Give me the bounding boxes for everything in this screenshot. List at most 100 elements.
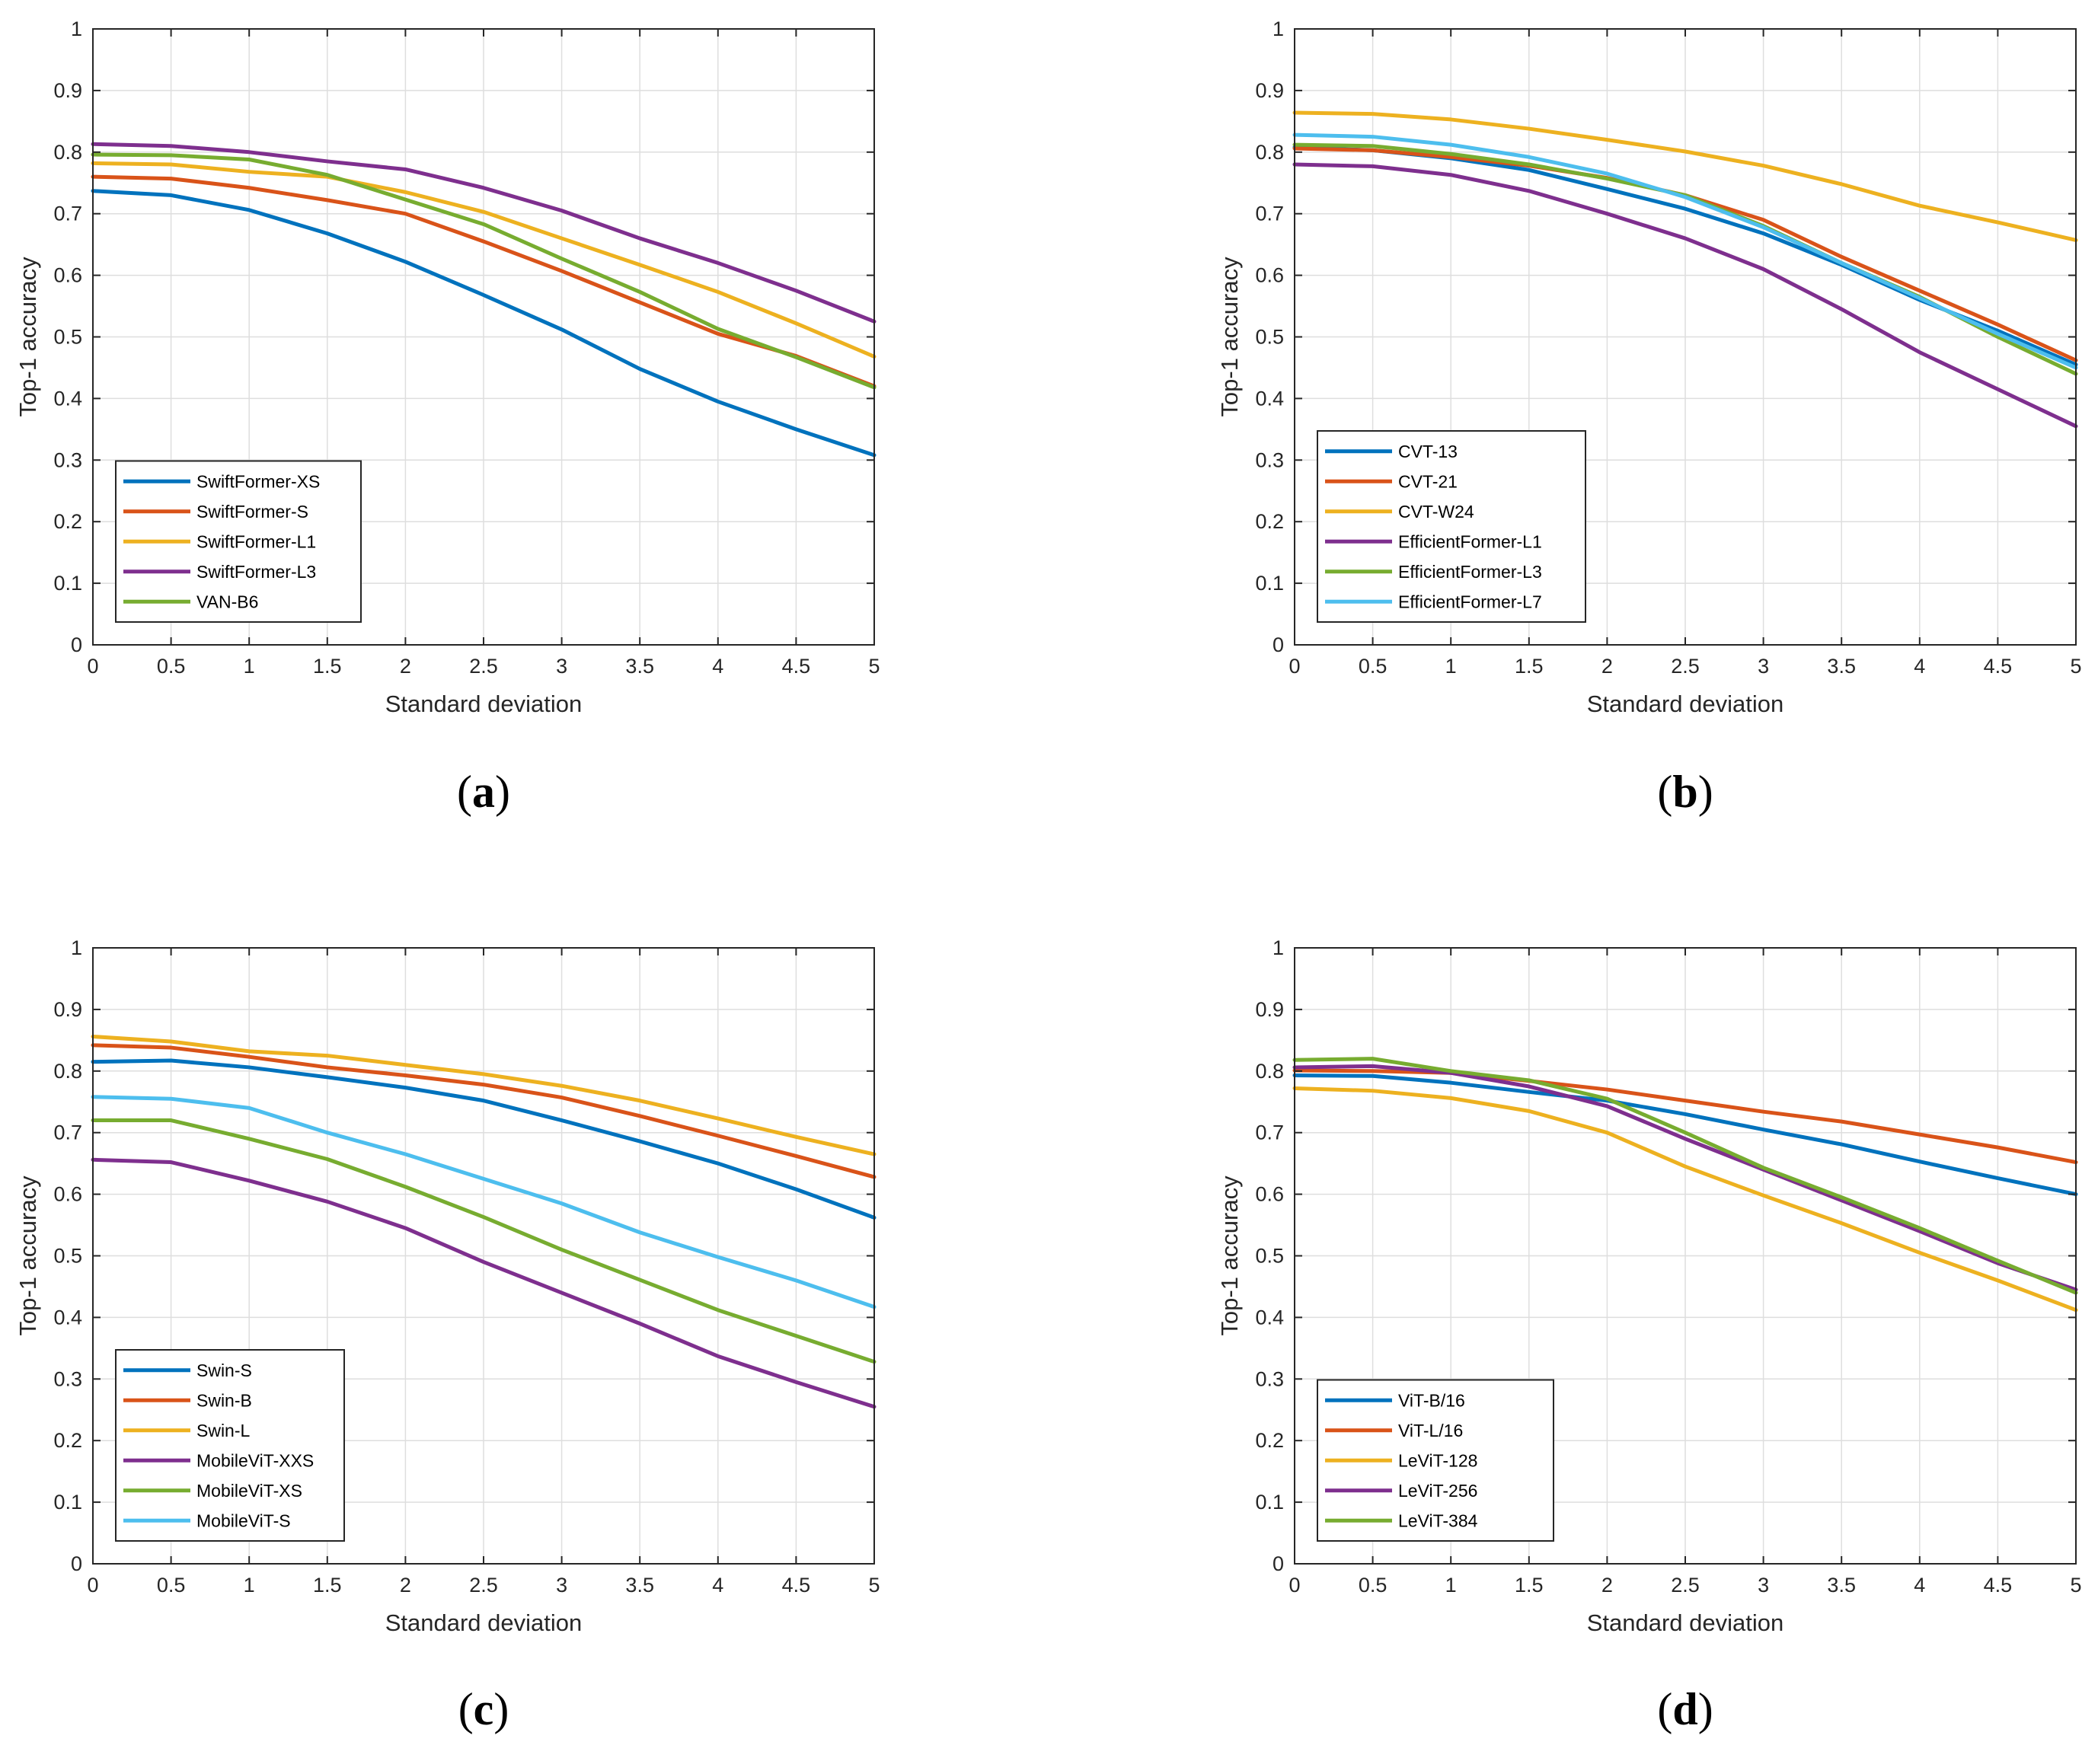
y-tick-label: 0 bbox=[1273, 1552, 1284, 1575]
x-tick-label: 2.5 bbox=[469, 655, 498, 678]
y-tick-label: 0.5 bbox=[53, 326, 82, 349]
y-tick-label: 0.8 bbox=[1255, 1060, 1284, 1083]
x-tick-label: 4.5 bbox=[782, 655, 811, 678]
y-tick-label: 0.2 bbox=[53, 510, 82, 533]
subfigure-caption: (a) bbox=[457, 767, 510, 817]
x-tick-label: 1 bbox=[244, 1574, 255, 1597]
x-tick-label: 5 bbox=[868, 655, 880, 678]
x-axis-label: Standard deviation bbox=[385, 1609, 583, 1636]
y-tick-label: 1 bbox=[71, 18, 82, 40]
x-tick-label: 1.5 bbox=[313, 655, 342, 678]
x-tick-label: 2.5 bbox=[1671, 655, 1700, 678]
legend-box bbox=[1317, 430, 1586, 623]
y-tick-label: 1 bbox=[1273, 18, 1284, 40]
x-tick-label: 3.5 bbox=[1827, 655, 1856, 678]
y-axis-label: Top-1 accuracy bbox=[14, 1175, 41, 1336]
x-tick-label: 1 bbox=[244, 655, 255, 678]
series-line-1 bbox=[91, 174, 877, 388]
x-tick-label: 4.5 bbox=[782, 1574, 811, 1597]
y-tick-label: 0.1 bbox=[53, 1491, 82, 1514]
subplot-b: 0 0.5 1 1.5 2 2.5 3 3.5 4 4.5 5 0 0.1 0.2 0.3 0.4 0.5 0.6… bbox=[1216, 18, 2082, 817]
x-axis-label: Standard deviation bbox=[385, 691, 583, 717]
legend-label: Swin-B bbox=[196, 1390, 252, 1410]
x-tick-label: 4 bbox=[712, 1574, 723, 1597]
x-tick-label: 2.5 bbox=[469, 1574, 498, 1597]
x-tick-label: 2 bbox=[1601, 1574, 1613, 1597]
x-tick-label: 1.5 bbox=[313, 1574, 342, 1597]
x-tick-label: 1.5 bbox=[1515, 1574, 1544, 1597]
y-axis: 0 0.1 0.2 0.3 0.4 0.5 0.6 0.7 0.8 0.9 1 bbox=[1255, 18, 2076, 656]
caption-close: ) bbox=[1698, 767, 1713, 817]
subplot-d: 0 0.5 1 1.5 2 2.5 3 3.5 4 4.5 5 0 0.1 0.2 0.3 0.4 0.5 0.6… bbox=[1216, 936, 2082, 1734]
y-tick-label: 0.1 bbox=[1255, 572, 1284, 595]
x-tick-label: 2.5 bbox=[1671, 1574, 1700, 1597]
legend-label: SwiftFormer-S bbox=[196, 502, 308, 522]
y-tick-label: 0.4 bbox=[1255, 387, 1284, 410]
y-tick-label: 0.7 bbox=[1255, 203, 1284, 225]
caption-close: ) bbox=[495, 767, 510, 817]
legend-label: EfficientFormer-L1 bbox=[1398, 531, 1542, 551]
legend-label: CVT-21 bbox=[1398, 471, 1458, 491]
legend-box bbox=[115, 1349, 345, 1542]
caption-open: ( bbox=[457, 767, 472, 817]
x-tick-label: 0 bbox=[87, 1574, 98, 1597]
series-line-4 bbox=[1292, 1057, 2078, 1295]
series-lines bbox=[1292, 1057, 2078, 1313]
legend-label: LeViT-384 bbox=[1398, 1510, 1478, 1530]
x-tick-label: 5 bbox=[868, 1574, 880, 1597]
x-tick-label: 3 bbox=[556, 655, 567, 678]
series-line-2 bbox=[1292, 110, 2078, 242]
x-axis-label: Standard deviation bbox=[1587, 691, 1784, 717]
subplot-c: 0 0.5 1 1.5 2 2.5 3 3.5 4 4.5 5 0 0.1 0.2 0.3 0.4 0.5 0.6… bbox=[14, 936, 880, 1734]
x-tick-label: 0.5 bbox=[1359, 655, 1387, 678]
y-tick-label: 0.8 bbox=[53, 141, 82, 164]
y-tick-label: 0.5 bbox=[53, 1245, 82, 1268]
x-axis: 0 0.5 1 1.5 2 2.5 3 3.5 4 4.5 5 bbox=[1288, 29, 2082, 678]
y-tick-label: 1 bbox=[71, 936, 82, 959]
legend-label: CVT-W24 bbox=[1398, 502, 1474, 522]
caption-close: ) bbox=[1698, 1684, 1713, 1734]
caption-open: ( bbox=[1657, 767, 1672, 817]
legend-label: Swin-L bbox=[196, 1421, 251, 1440]
legend-label: VAN-B6 bbox=[196, 592, 258, 611]
caption-open: ( bbox=[458, 1684, 474, 1734]
x-tick-label: 3.5 bbox=[625, 1574, 654, 1597]
x-tick-label: 1.5 bbox=[1515, 655, 1544, 678]
x-tick-label: 3 bbox=[556, 1574, 567, 1597]
y-axis-label: Top-1 accuracy bbox=[14, 257, 41, 417]
x-tick-label: 0.5 bbox=[1359, 1574, 1387, 1597]
x-tick-label: 0 bbox=[87, 655, 98, 678]
y-tick-label: 0.7 bbox=[53, 203, 82, 225]
y-tick-label: 0 bbox=[71, 1552, 82, 1575]
x-tick-label: 4 bbox=[1914, 655, 1925, 678]
y-tick-label: 0.9 bbox=[53, 998, 82, 1021]
x-tick-label: 0 bbox=[1288, 655, 1300, 678]
x-axis-label: Standard deviation bbox=[1587, 1609, 1784, 1636]
x-tick-label: 3.5 bbox=[625, 655, 654, 678]
x-tick-label: 0.5 bbox=[157, 655, 186, 678]
y-tick-label: 0.1 bbox=[1255, 1491, 1284, 1514]
y-axis-label: Top-1 accuracy bbox=[1216, 1175, 1243, 1336]
series-line-0 bbox=[1292, 1073, 2078, 1197]
caption-letter: b bbox=[1672, 767, 1697, 817]
y-tick-label: 0.5 bbox=[1255, 326, 1284, 349]
caption-open: ( bbox=[1657, 1684, 1672, 1734]
legend-label: ViT-L/16 bbox=[1398, 1421, 1463, 1440]
legend-label: SwiftFormer-L1 bbox=[196, 531, 316, 551]
x-tick-label: 1 bbox=[1445, 655, 1457, 678]
y-tick-label: 0.7 bbox=[53, 1121, 82, 1144]
subfigure-caption: (b) bbox=[1657, 767, 1713, 817]
y-axis-label: Top-1 accuracy bbox=[1216, 257, 1243, 417]
y-tick-label: 0.6 bbox=[53, 264, 82, 287]
legend-label: EfficientFormer-L7 bbox=[1398, 592, 1542, 611]
y-tick-label: 1 bbox=[1273, 936, 1284, 959]
y-tick-label: 0.3 bbox=[53, 448, 82, 471]
caption-letter: c bbox=[474, 1684, 494, 1734]
y-tick-label: 0.6 bbox=[1255, 1183, 1284, 1206]
series-line-2 bbox=[1292, 1086, 2078, 1313]
y-tick-label: 0.2 bbox=[53, 1429, 82, 1452]
x-tick-label: 3 bbox=[1758, 655, 1769, 678]
x-tick-label: 2 bbox=[400, 655, 411, 678]
series-line-4 bbox=[91, 152, 877, 390]
